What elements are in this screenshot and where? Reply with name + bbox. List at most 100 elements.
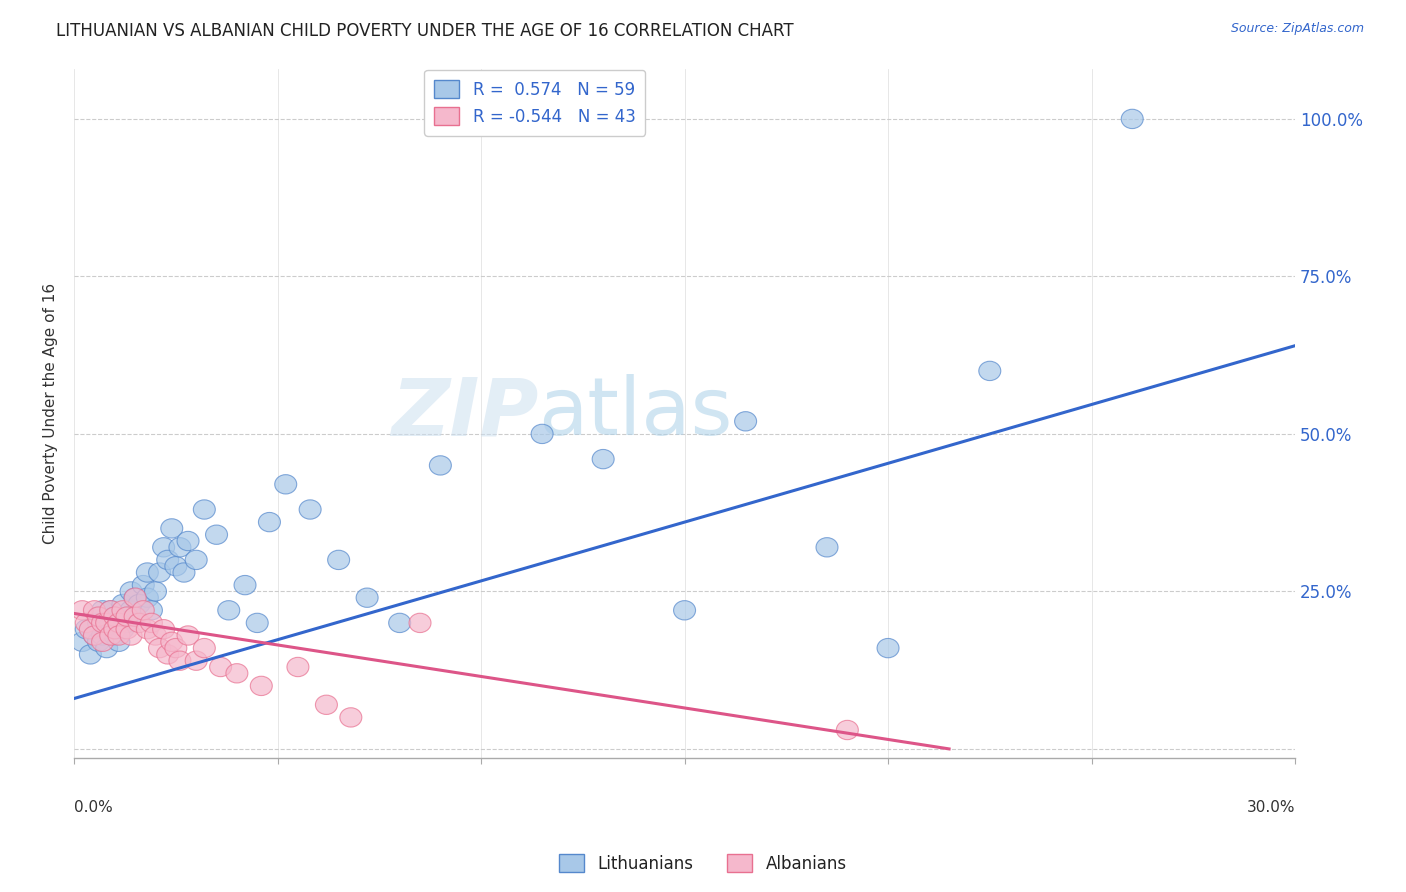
Ellipse shape [83, 626, 105, 645]
Ellipse shape [83, 600, 105, 620]
Ellipse shape [979, 361, 1001, 381]
Ellipse shape [209, 657, 232, 677]
Ellipse shape [287, 657, 309, 677]
Ellipse shape [100, 626, 122, 645]
Ellipse shape [409, 613, 432, 632]
Ellipse shape [96, 620, 118, 639]
Ellipse shape [877, 639, 898, 657]
Text: 30.0%: 30.0% [1247, 800, 1295, 814]
Ellipse shape [76, 620, 97, 639]
Ellipse shape [108, 626, 129, 645]
Ellipse shape [79, 620, 101, 639]
Ellipse shape [226, 664, 247, 683]
Ellipse shape [136, 620, 159, 639]
Ellipse shape [120, 626, 142, 645]
Ellipse shape [96, 613, 118, 632]
Ellipse shape [104, 607, 125, 626]
Ellipse shape [177, 532, 200, 550]
Ellipse shape [328, 550, 350, 570]
Ellipse shape [186, 651, 207, 671]
Ellipse shape [194, 500, 215, 519]
Ellipse shape [104, 607, 125, 626]
Ellipse shape [91, 600, 114, 620]
Ellipse shape [531, 425, 553, 443]
Ellipse shape [112, 620, 134, 639]
Ellipse shape [112, 594, 134, 614]
Ellipse shape [356, 588, 378, 607]
Ellipse shape [91, 632, 114, 651]
Ellipse shape [128, 613, 150, 632]
Ellipse shape [104, 626, 125, 645]
Ellipse shape [132, 575, 155, 595]
Ellipse shape [233, 575, 256, 595]
Ellipse shape [76, 613, 97, 632]
Ellipse shape [153, 538, 174, 557]
Ellipse shape [128, 594, 150, 614]
Ellipse shape [117, 607, 138, 626]
Ellipse shape [72, 632, 93, 651]
Ellipse shape [259, 512, 280, 532]
Ellipse shape [160, 519, 183, 538]
Ellipse shape [108, 613, 129, 632]
Ellipse shape [132, 600, 155, 620]
Ellipse shape [100, 600, 122, 620]
Ellipse shape [205, 525, 228, 544]
Ellipse shape [117, 613, 138, 632]
Ellipse shape [194, 639, 215, 657]
Text: ZIP: ZIP [391, 375, 538, 452]
Ellipse shape [91, 613, 114, 632]
Ellipse shape [141, 600, 163, 620]
Ellipse shape [136, 588, 159, 607]
Ellipse shape [250, 676, 273, 696]
Ellipse shape [83, 626, 105, 645]
Ellipse shape [136, 563, 159, 582]
Text: LITHUANIAN VS ALBANIAN CHILD POVERTY UNDER THE AGE OF 16 CORRELATION CHART: LITHUANIAN VS ALBANIAN CHILD POVERTY UND… [56, 22, 794, 40]
Ellipse shape [837, 721, 858, 739]
Ellipse shape [149, 639, 170, 657]
Ellipse shape [156, 645, 179, 664]
Ellipse shape [100, 600, 122, 620]
Ellipse shape [79, 645, 101, 664]
Ellipse shape [87, 632, 110, 651]
Ellipse shape [145, 582, 166, 601]
Ellipse shape [1121, 109, 1143, 128]
Ellipse shape [120, 582, 142, 601]
Ellipse shape [160, 632, 183, 651]
Ellipse shape [96, 639, 118, 657]
Ellipse shape [165, 557, 187, 576]
Legend: Lithuanians, Albanians: Lithuanians, Albanians [553, 847, 853, 880]
Ellipse shape [177, 626, 200, 645]
Ellipse shape [87, 613, 110, 632]
Ellipse shape [388, 613, 411, 632]
Ellipse shape [246, 613, 269, 632]
Ellipse shape [108, 613, 129, 632]
Text: Source: ZipAtlas.com: Source: ZipAtlas.com [1230, 22, 1364, 36]
Ellipse shape [141, 613, 163, 632]
Y-axis label: Child Poverty Under the Age of 16: Child Poverty Under the Age of 16 [44, 283, 58, 544]
Ellipse shape [673, 600, 696, 620]
Ellipse shape [173, 563, 195, 582]
Ellipse shape [592, 450, 614, 469]
Ellipse shape [169, 651, 191, 671]
Ellipse shape [299, 500, 321, 519]
Ellipse shape [124, 607, 146, 626]
Text: 0.0%: 0.0% [75, 800, 112, 814]
Ellipse shape [315, 695, 337, 714]
Ellipse shape [169, 538, 191, 557]
Ellipse shape [149, 563, 170, 582]
Ellipse shape [186, 550, 207, 570]
Ellipse shape [100, 613, 122, 632]
Ellipse shape [124, 588, 146, 607]
Ellipse shape [112, 600, 134, 620]
Ellipse shape [429, 456, 451, 475]
Ellipse shape [104, 620, 125, 639]
Ellipse shape [72, 600, 93, 620]
Ellipse shape [124, 588, 146, 607]
Ellipse shape [734, 411, 756, 431]
Ellipse shape [120, 600, 142, 620]
Ellipse shape [108, 632, 129, 651]
Legend: R =  0.574   N = 59, R = -0.544   N = 43: R = 0.574 N = 59, R = -0.544 N = 43 [425, 70, 645, 136]
Ellipse shape [91, 626, 114, 645]
Ellipse shape [815, 538, 838, 557]
Ellipse shape [340, 707, 361, 727]
